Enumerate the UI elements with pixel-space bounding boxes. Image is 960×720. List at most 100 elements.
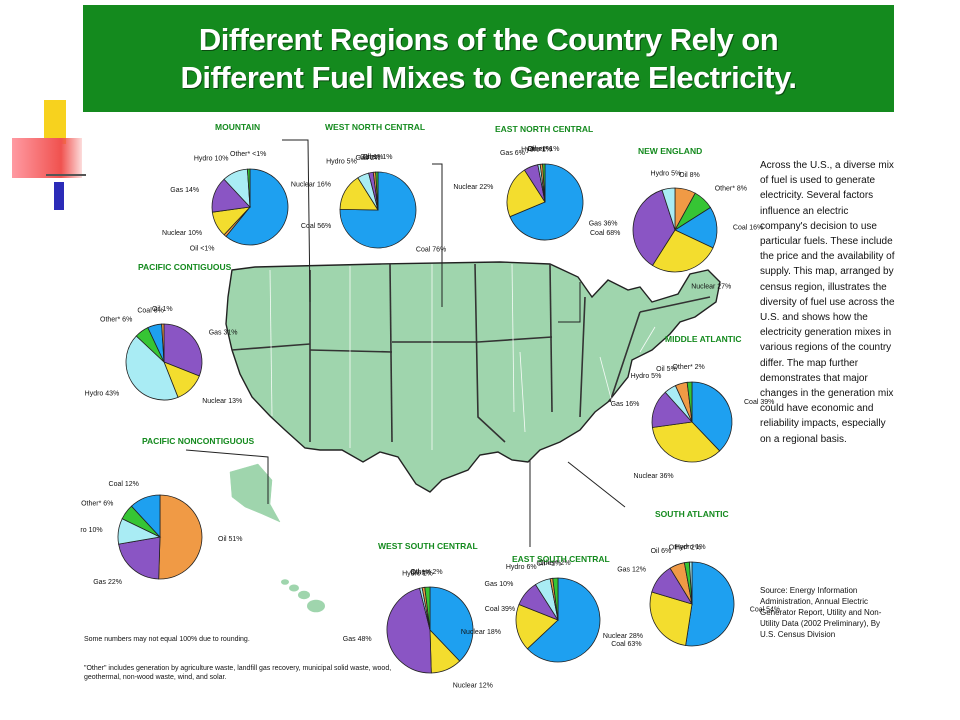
pie-label-pacific-contiguous-other: Other* 6%: [100, 316, 132, 323]
pie-label-pacific-contiguous-oil: Oil 1%: [152, 306, 173, 313]
pie-label-west-north-central-coal: Coal 76%: [416, 247, 446, 254]
region-border-4: [549, 263, 553, 413]
pie-label-east-south-central-hydro: Hydro 6%: [506, 564, 537, 571]
pie-label-south-atlantic-oil: Oil 6%: [651, 548, 672, 555]
pie-label-west-south-central-other: Other* 2%: [410, 569, 442, 576]
state-line-6: [599, 356, 621, 433]
pie-label-east-north-central-oil: Oil <1%: [528, 146, 553, 153]
pie-label-south-atlantic-gas: Gas 12%: [617, 567, 646, 574]
alaska-shape: [229, 463, 281, 523]
pie-label-west-north-central-other: Other* 1%: [360, 154, 392, 161]
pie-slice-pacific-contiguous-gas: [163, 323, 203, 377]
leader-line-3: [558, 282, 581, 323]
us-census-region-map: [225, 261, 721, 613]
pie-label-mountain-hydro: Hydro 10%: [194, 156, 229, 163]
pie-label-east-north-central-coal: Coal 68%: [590, 230, 620, 237]
pie-slice-west-south-central-other: [424, 586, 431, 631]
region-border-6: [609, 311, 641, 403]
pie-label-new-england-nuclear: Nuclear 27%: [691, 284, 731, 291]
pie-label-east-south-central-other: Other* 2%: [538, 560, 570, 567]
pie-label-new-england-hydro: Hydro 5%: [651, 171, 682, 178]
pie-label-east-south-central-oil: Oil <1%: [537, 561, 562, 568]
pie-slice-middle-atlantic-coal: [691, 381, 733, 452]
pie-east-south-central: Coal 63% Nuclear 18% Gas 10% Hydro 6% Oil <1…: [461, 554, 642, 663]
pie-label-west-north-central-oil: Oil 1%: [363, 154, 384, 161]
pie-label-south-atlantic-hydro: Hydro 1%: [675, 544, 706, 551]
pie-slice-pacific-noncontiguous-oil: [158, 494, 203, 580]
pie-label-west-south-central-hydro: Hydro 1%: [402, 570, 433, 577]
pie-label-east-north-central-nuclear: Nuclear 22%: [453, 184, 493, 191]
leader-line-1: [282, 139, 311, 303]
pie-label-east-north-central-gas: Gas 6%: [500, 150, 525, 157]
pie-title-pacific-contiguous: PACIFIC CONTIGUOUS: [138, 262, 232, 272]
region-border-3: [474, 263, 506, 443]
pie-slice-pacific-noncontiguous-gas: [118, 536, 161, 580]
hawaii-island-3: [298, 590, 310, 600]
pie-west-south-central: Coal 39% Nuclear 12% Gas 48% Hydro 1%Oil 1%…: [343, 541, 515, 689]
pie-slice-south-atlantic-nuclear: [649, 591, 693, 646]
pie-slice-pacific-contiguous-hydro: [125, 335, 179, 401]
leader-line-4: [185, 449, 269, 504]
leader-line-6: [567, 461, 626, 508]
pie-label-mountain-coal: Coal 56%: [301, 223, 331, 230]
pie-east-north-central: Coal 68% Nuclear 22% Gas 6%Hydro 1%Oil <1%…: [453, 124, 620, 241]
pie-label-east-north-central-other: Other* 1%: [527, 146, 559, 153]
slide-title-line-1: Different Regions of the Country Rely on: [198, 21, 779, 57]
pie-label-middle-atlantic-nuclear: Nuclear 36%: [634, 473, 674, 480]
pie-title-west-south-central: WEST SOUTH CENTRAL: [378, 541, 478, 551]
pie-label-pacific-noncontiguous-gas: Gas 22%: [93, 579, 122, 586]
region-border-7: [639, 296, 711, 313]
pie-label-pacific-noncontiguous-oil: Oil 51%: [218, 536, 243, 543]
pie-label-pacific-contiguous-gas: Gas 31%: [209, 330, 238, 337]
pie-label-pacific-contiguous-coal: Coal 6%: [137, 308, 163, 315]
state-line-1: [269, 269, 273, 417]
footnote-other: "Other" includes generation by agricultu…: [84, 665, 392, 681]
pie-label-new-england-coal: Coal 16%: [733, 224, 763, 231]
pie-title-south-atlantic: SOUTH ATLANTIC: [655, 509, 729, 519]
fuel-mix-map-figure: Coal 56% Oil <1% Nuclear 10% Gas 14% Hydro 1…: [80, 122, 780, 689]
pie-label-pacific-noncontiguous-other: Other* 6%: [81, 501, 113, 508]
pie-slice-west-south-central-coal: [429, 586, 474, 662]
footnote-rounding: Some numbers may not equal 100% due to r…: [84, 636, 250, 643]
pie-label-pacific-contiguous-hydro: Hydro 43%: [85, 390, 120, 397]
pie-label-new-england-gas: Gas 36%: [589, 221, 618, 228]
pie-label-middle-atlantic-other: Other* 2%: [672, 364, 704, 371]
decor-line: [46, 174, 86, 176]
pie-label-south-atlantic-coal: Coal 54%: [750, 606, 780, 613]
region-pie-charts: Coal 56% Oil <1% Nuclear 10% Gas 14% Hydro 1…: [80, 122, 780, 689]
pie-slice-west-south-central-gas: [386, 587, 432, 674]
pie-slice-west-north-central-coal: [339, 171, 417, 249]
pie-label-east-south-central-coal: Coal 63%: [611, 641, 641, 648]
hawaii-island-4: [307, 599, 325, 613]
pie-slice-east-south-central-coal: [526, 577, 601, 663]
pie-label-pacific-noncontiguous-coal: Coal 12%: [109, 481, 139, 488]
pie-label-east-north-central-hydro: Hydro 1%: [521, 147, 552, 154]
pie-title-east-north-central: EAST NORTH CENTRAL: [495, 124, 593, 134]
pie-title-new-england: NEW ENGLAND: [638, 146, 702, 156]
pie-label-south-atlantic-nuclear: Nuclear 28%: [603, 633, 643, 640]
pie-label-middle-atlantic-coal: Coal 39%: [744, 399, 774, 406]
pie-slice-pacific-noncontiguous-coal: [130, 494, 161, 539]
pie-label-new-england-oil: Oil 8%: [679, 172, 700, 179]
pie-pacific-noncontiguous: Oil 51% Gas 22% Hydro 10% Other* 6% Coal 12%…: [80, 436, 255, 586]
pie-label-west-south-central-gas: Gas 48%: [343, 636, 372, 643]
decor-red-block: [12, 138, 82, 178]
pie-pacific-contiguous: Gas 31% Nuclear 13% Hydro 43% Other* 6% Coal…: [85, 262, 243, 405]
pie-label-west-north-central-hydro: Hydro 5%: [326, 158, 357, 165]
pie-slice-mountain-other: [246, 168, 251, 208]
pie-title-pacific-noncontiguous: PACIFIC NONCONTIGUOUS: [142, 436, 255, 446]
pie-label-mountain-gas: Gas 14%: [170, 187, 199, 194]
pie-label-east-south-central-nuclear: Nuclear 18%: [461, 629, 501, 636]
pie-new-england: Oil 8% Other* 8% Coal 16% Nuclear 27% Gas 36…: [589, 146, 764, 291]
pie-slice-west-north-central-other: [375, 171, 379, 211]
pie-slice-new-england-nuclear: [651, 229, 714, 273]
source-text: Source: Energy Information Administratio…: [760, 586, 882, 639]
leader-lines: [185, 139, 626, 547]
leader-line-2: [432, 163, 443, 307]
pie-label-west-south-central-coal: Coal 39%: [485, 606, 515, 613]
region-border-2: [389, 263, 393, 443]
region-border-11: [477, 336, 553, 343]
pie-title-mountain: MOUNTAIN: [215, 122, 260, 132]
pie-slice-south-atlantic-coal: [685, 561, 735, 647]
slide-title-bar: Different Regions of the Country Rely on…: [83, 5, 894, 112]
